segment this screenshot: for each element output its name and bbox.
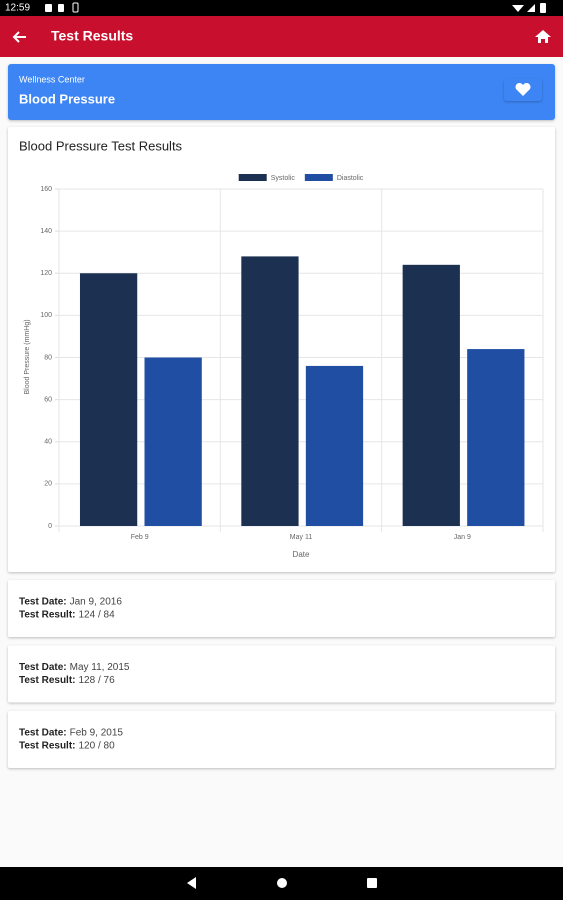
legend-swatch [238,174,267,181]
y-tick-label: 60 [44,396,52,403]
nav-back[interactable] [187,877,196,889]
back-button[interactable] [12,31,26,43]
home-button[interactable] [535,30,551,43]
app-bar-title: Test Results [51,28,133,44]
y-axis-label: Blood Pressure (mmHg) [24,319,31,394]
bar [467,349,525,526]
result-value: Feb 9, 2015 [70,728,124,739]
result-value: 124 / 84 [79,610,116,621]
result-card [8,645,555,703]
result-label: Test Result: [19,741,76,752]
legend-label: Systolic [271,175,296,182]
y-tick-label: 120 [40,270,52,277]
header-subtitle: Wellness Center [19,74,85,84]
x-tick-label: Feb 9 [131,534,149,541]
x-tick-label: Jan 9 [454,534,471,541]
header-title: Blood Pressure [19,91,115,106]
header-card [8,64,555,120]
result-value: 128 / 76 [79,675,116,686]
app-bar [0,16,563,57]
y-tick-label: 100 [40,312,52,319]
status-bar [0,0,563,16]
bar [241,256,299,526]
result-label: Test Result: [19,675,76,686]
bar [79,273,138,526]
result-label: Test Result: [19,610,76,621]
y-tick-label: 80 [44,354,52,361]
bar [402,264,460,526]
y-tick-label: 140 [40,228,52,235]
legend-label: Diastolic [337,175,364,182]
nav-home[interactable] [277,878,287,888]
y-tick-label: 0 [48,523,52,530]
chart-title: Blood Pressure Test Results [19,138,183,153]
status-time: 12:59 [5,3,30,14]
y-tick-label: 20 [44,481,52,488]
x-tick-label: May 11 [290,534,313,541]
y-tick-label: 40 [44,439,52,446]
result-card [8,580,555,637]
bar [305,365,364,526]
result-label: Test Date: [19,597,67,608]
result-value: May 11, 2015 [70,662,130,673]
result-card [8,711,555,768]
result-value: 120 / 80 [79,741,116,752]
legend-swatch [304,174,333,181]
status-icons [45,2,546,13]
result-value: Jan 9, 2016 [70,597,123,608]
y-tick-label: 160 [40,186,52,193]
nav-recents[interactable] [367,878,377,888]
result-label: Test Date: [19,662,67,673]
legend: Systolic Diastolic [238,174,364,182]
bar [144,357,202,526]
heart-icon [515,82,531,96]
x-axis-label: Date [293,550,310,559]
result-label: Test Date: [19,728,67,739]
